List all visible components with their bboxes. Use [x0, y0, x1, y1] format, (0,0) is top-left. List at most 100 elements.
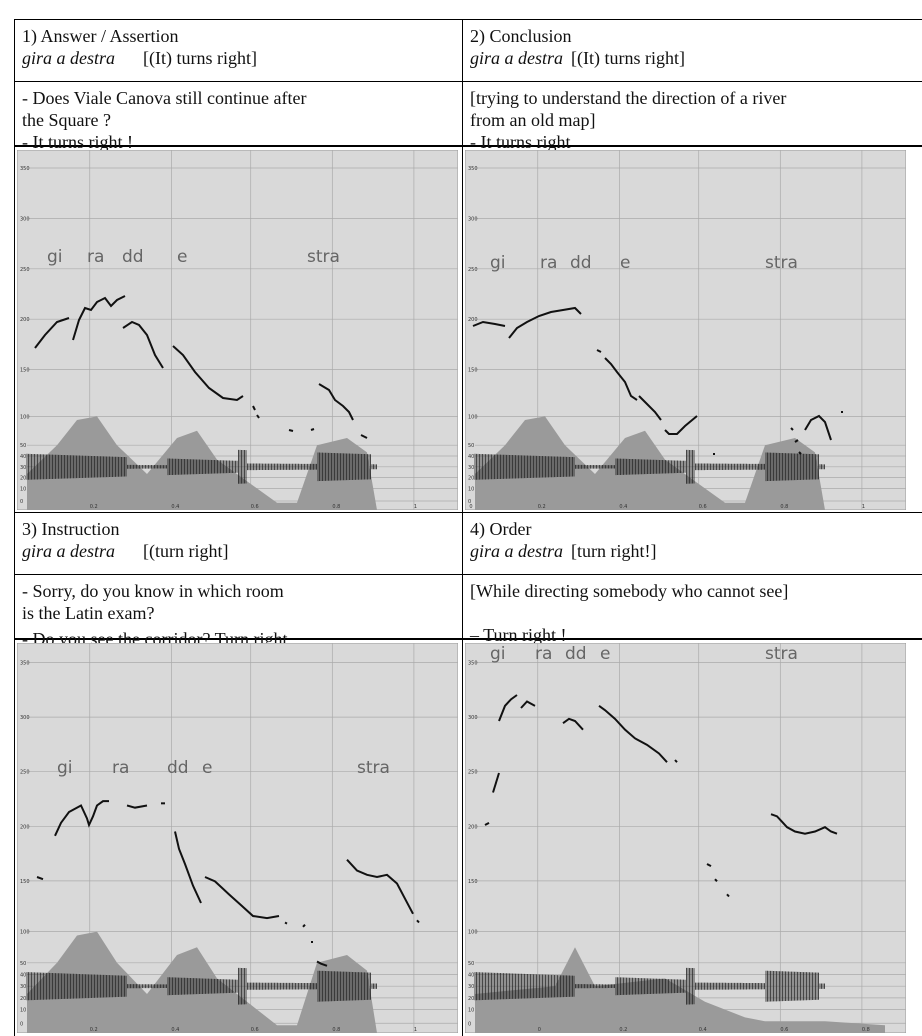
pitch-contour — [798, 451, 802, 455]
x-tick-label: 0.4 — [171, 504, 179, 510]
pitch-contour — [360, 434, 368, 439]
y-tick-label: 100 — [468, 930, 478, 936]
x-tick-label: 0.6 — [251, 1027, 259, 1033]
syllable-label: ra — [87, 247, 104, 267]
context: [While directing somebody who cannot see… — [470, 580, 920, 646]
context: [trying to understand the direction of a… — [470, 87, 920, 153]
example-phrase: gira a destra — [470, 541, 564, 561]
syllable-label: gi — [490, 253, 506, 273]
y-tick-label: 350 — [468, 166, 478, 172]
example-gloss: [turn right!] — [571, 541, 657, 561]
context-line: – Turn right ! — [470, 625, 567, 645]
x-tick-label: 0 — [538, 1027, 541, 1033]
pitch-contour — [310, 428, 315, 431]
example-line: gira a destra [(It) turns right] — [470, 47, 910, 69]
pitch-contour — [794, 439, 799, 443]
rule — [14, 19, 922, 20]
y-tick-label: 20 — [468, 476, 474, 482]
panel-heading: 1) Answer / Assertion gira a destra [(It) … — [22, 25, 462, 69]
pitch-contour — [174, 831, 202, 904]
y-tick-label: 200 — [20, 317, 30, 323]
y-tick-label: 250 — [20, 267, 30, 273]
x-tick-label: 0.6 — [699, 504, 707, 510]
x-tick-label: 0.4 — [699, 1027, 707, 1033]
x-tick-label: 0.2 — [90, 1027, 98, 1033]
context-line: - Does Viale Canova still continue after — [22, 88, 307, 108]
pitch-contour — [252, 405, 256, 411]
panel-title: 4) Order — [470, 519, 532, 539]
context-line: the Square ? — [22, 110, 111, 130]
panel-heading: 4) Order gira a destra [turn right!] — [470, 518, 910, 562]
y-tick-label: 150 — [20, 879, 30, 885]
y-tick-label: 40 — [468, 973, 474, 979]
syllable-label: dd — [122, 247, 144, 267]
y-tick-label: 300 — [468, 715, 478, 721]
context-line: - Sorry, do you know in which room — [22, 581, 284, 601]
pitch-contour — [520, 700, 536, 709]
example-line: gira a destra [(It) turns right] — [22, 47, 462, 69]
intensity-envelope — [27, 416, 377, 510]
panel-heading: 2) Conclusion gira a destra [(It) turns ri… — [470, 25, 910, 69]
pitch-contour — [562, 717, 584, 731]
intensity-envelope — [27, 931, 377, 1033]
y-tick-label: 50 — [20, 961, 26, 967]
x-tick-label: 1 — [414, 1027, 417, 1033]
context: - Sorry, do you know in which room is the… — [22, 580, 472, 650]
pitch-contour — [498, 694, 518, 722]
y-tick-label: 300 — [468, 216, 478, 222]
x-tick-label: 0.8 — [780, 504, 788, 510]
y-tick-label: 350 — [468, 661, 478, 667]
y-tick-label: 10 — [468, 1008, 474, 1014]
pitch-contour — [416, 919, 420, 924]
syllable-label: ra — [112, 758, 129, 778]
pitch-contour — [790, 427, 794, 431]
pitch-contour — [172, 345, 244, 402]
pitch-contour — [674, 759, 678, 763]
pitch-contour — [804, 414, 832, 441]
y-tick-label: 150 — [20, 368, 30, 374]
syllable-label: dd — [565, 644, 587, 664]
intensity-envelope — [475, 947, 885, 1033]
pitch-contour — [36, 876, 44, 881]
y-tick-label: 20 — [20, 996, 26, 1002]
y-tick-label: 50 — [468, 961, 474, 967]
pitch-contour — [706, 863, 712, 868]
y-tick-label: 0 — [20, 499, 23, 505]
pitch-contour — [596, 349, 602, 353]
context-line: is the Latin exam? — [22, 603, 155, 623]
y-tick-label: 250 — [20, 770, 30, 776]
y-tick-label: 150 — [468, 368, 478, 374]
context-line: from an old map] — [470, 110, 596, 130]
rule — [14, 19, 15, 1036]
pitch-contour — [638, 395, 662, 421]
pitch-contour — [318, 383, 354, 421]
y-tick-label: 10 — [20, 486, 26, 492]
pitch-contour — [126, 804, 148, 809]
x-tick-label: 0.4 — [171, 1027, 179, 1033]
example-phrase: gira a destra — [22, 541, 116, 561]
pitch-contour — [726, 893, 730, 898]
y-tick-label: 100 — [468, 414, 478, 420]
example-gloss: [(It) turns right] — [143, 48, 257, 68]
rule — [462, 19, 463, 1036]
example-phrase: gira a destra — [470, 48, 564, 68]
pitch-contour — [508, 306, 582, 339]
x-tick-label: 0.6 — [780, 1027, 788, 1033]
pitch-contour — [256, 414, 260, 419]
waveform — [474, 967, 825, 1005]
pitch-contour — [484, 821, 490, 826]
example-gloss: [(It) turns right] — [571, 48, 685, 68]
pitch-contour — [316, 960, 328, 967]
syllable-label: stra — [765, 644, 798, 664]
y-tick-label: 10 — [20, 1008, 26, 1014]
plot-background — [465, 643, 906, 1033]
pitch-contour — [204, 876, 280, 920]
x-tick-label: 0.2 — [619, 1027, 627, 1033]
pitch-contour — [302, 923, 306, 928]
context-line: [trying to understand the direction of a… — [470, 88, 787, 108]
panel-title: 2) Conclusion — [470, 26, 572, 46]
pitch-contour — [288, 429, 294, 432]
syllable-label: dd — [167, 758, 189, 778]
syllable-label: stra — [357, 758, 390, 778]
context: - Does Viale Canova still continue after… — [22, 87, 472, 153]
